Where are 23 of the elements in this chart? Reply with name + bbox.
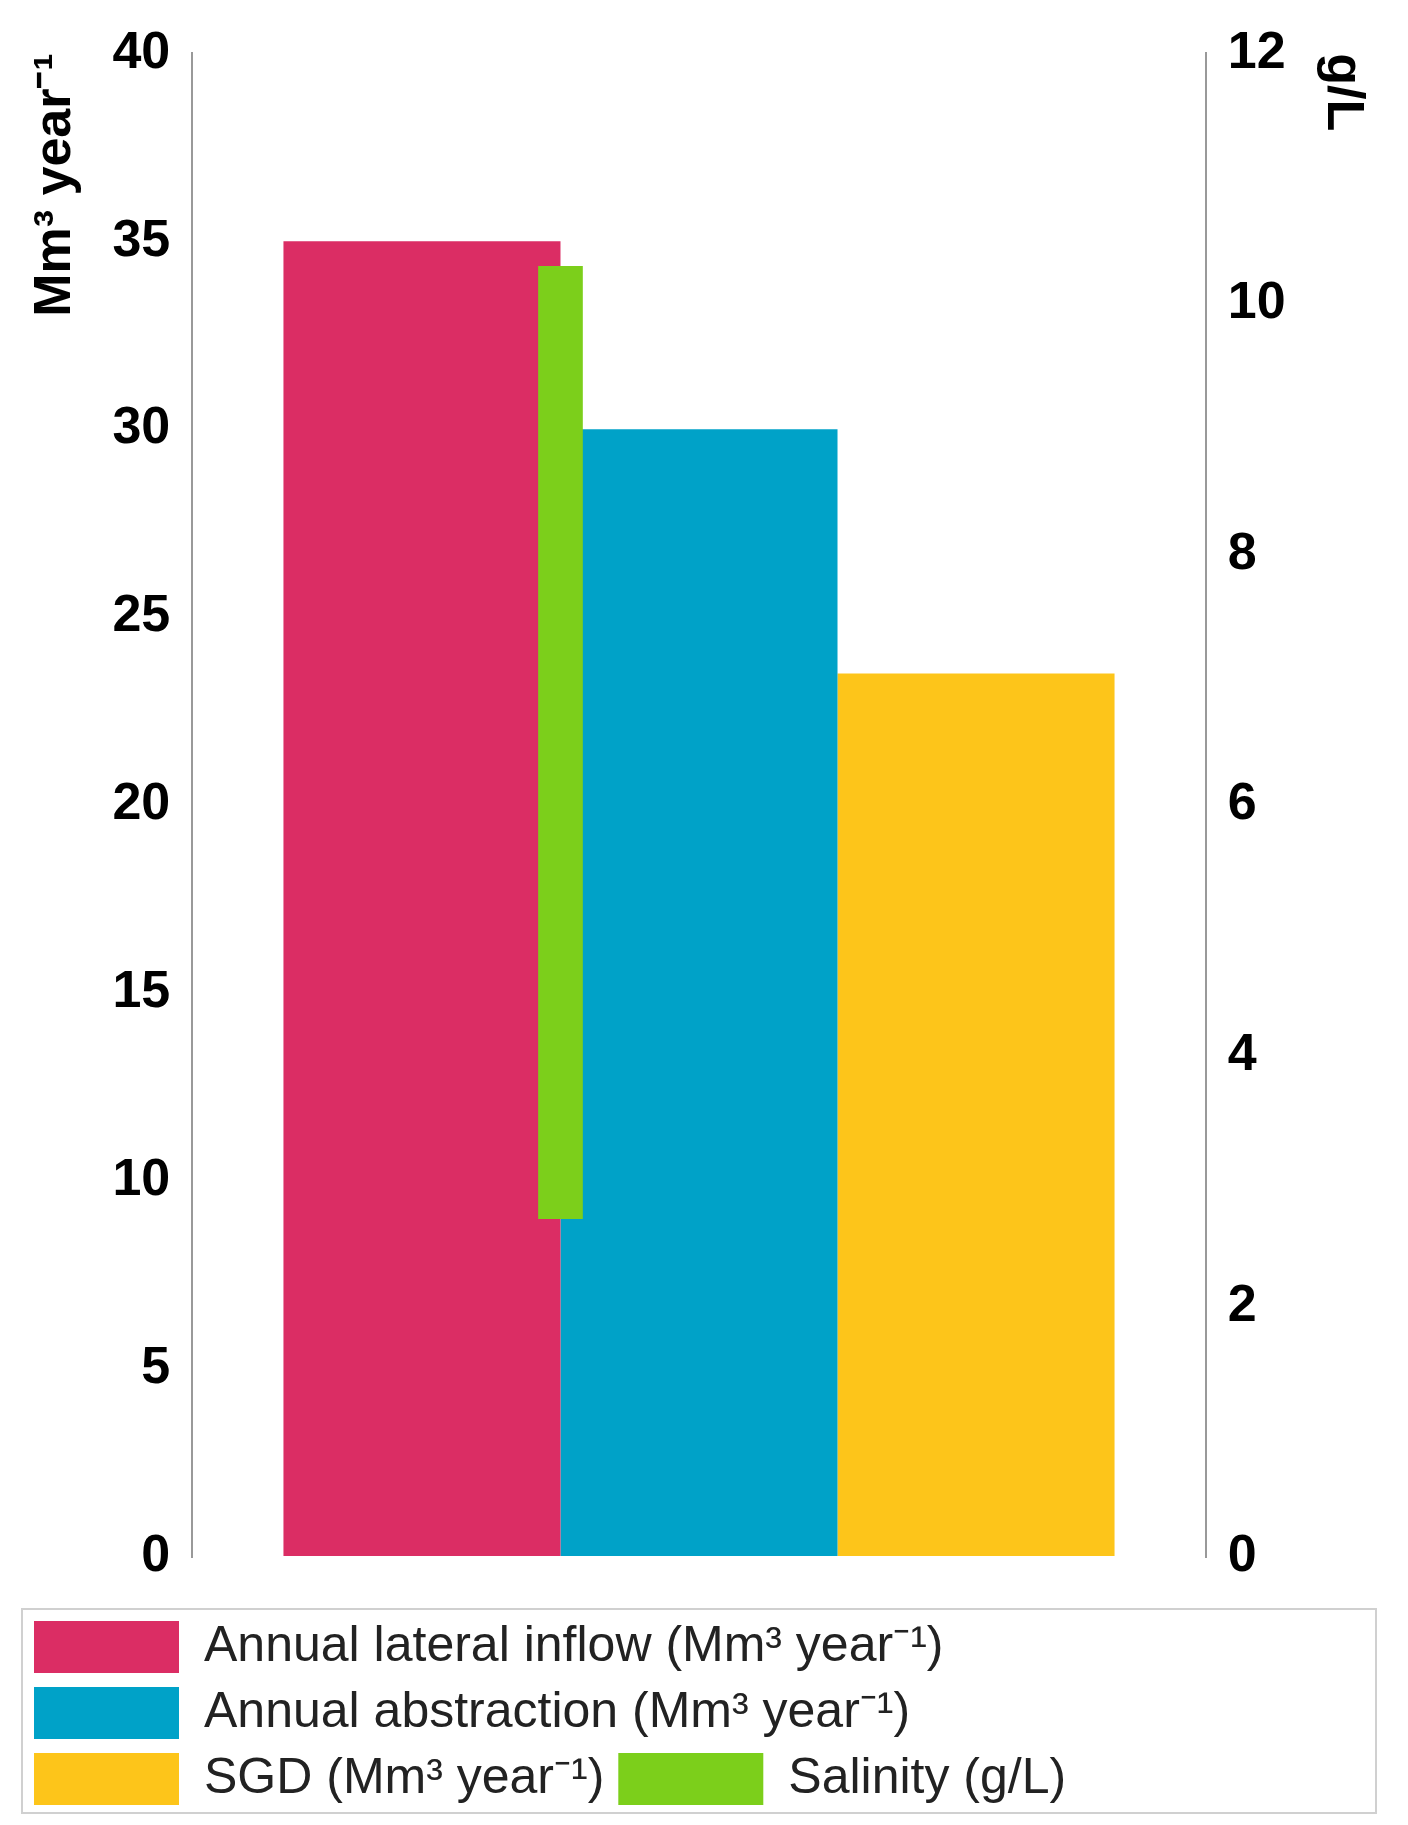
y-axis-title: Mm³ year⁻¹ — [22, 53, 81, 317]
y2-tick-label: 6 — [1227, 772, 1257, 831]
y-tick-label: 40 — [112, 20, 171, 79]
bar — [837, 673, 1115, 1556]
y2-tick-label: 10 — [1227, 271, 1286, 330]
y-tick-label: 5 — [141, 1336, 171, 1395]
y-tick-label: 35 — [112, 208, 171, 267]
y-tick-label: 0 — [141, 1524, 171, 1583]
y2-tick-label: 4 — [1227, 1023, 1257, 1082]
y2-tick-label: 2 — [1227, 1273, 1257, 1332]
y2-axis-title: g/L — [1317, 53, 1376, 132]
y-tick-label: 10 — [112, 1148, 171, 1207]
y2-tick-label: 8 — [1227, 521, 1257, 580]
y2-tick-label: 0 — [1227, 1524, 1257, 1583]
legend-label: Annual lateral inflow (Mm³ year⁻¹) — [204, 1615, 944, 1672]
y2-tick-label: 12 — [1227, 20, 1286, 79]
y-tick-label: 15 — [112, 960, 171, 1019]
y-tick-label: 20 — [112, 772, 171, 831]
legend-label: Salinity (g/L) — [788, 1747, 1067, 1804]
y-tick-label: 30 — [112, 396, 171, 455]
legend-label: Annual abstraction (Mm³ year⁻¹) — [204, 1681, 911, 1738]
y-tick-label: 25 — [112, 584, 171, 643]
legend-label: SGD (Mm³ year⁻¹) — [204, 1747, 605, 1804]
